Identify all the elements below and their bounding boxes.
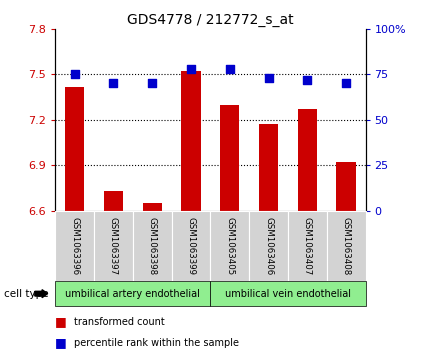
Bar (181, 72, 201, 211)
Text: GSM1063406: GSM1063406 (264, 217, 273, 275)
Text: percentile rank within the sample: percentile rank within the sample (74, 338, 239, 348)
Point (227, 66, 233, 72)
Text: ■: ■ (55, 337, 67, 350)
Text: cell type: cell type (4, 289, 49, 299)
Point (71, 72, 78, 77)
Text: GSM1063408: GSM1063408 (342, 217, 351, 275)
Bar (65, 86, 84, 211)
Bar (337, 162, 356, 211)
Text: ■: ■ (55, 315, 67, 329)
Text: umbilical artery endothelial: umbilical artery endothelial (65, 289, 200, 299)
Bar (259, 124, 278, 211)
Text: GSM1063396: GSM1063396 (70, 217, 79, 275)
Point (149, 81, 156, 86)
Point (304, 77, 311, 83)
Bar (142, 203, 162, 211)
Text: umbilical vein endothelial: umbilical vein endothelial (225, 289, 351, 299)
Text: GSM1063399: GSM1063399 (187, 217, 196, 275)
Point (343, 81, 349, 86)
Text: GSM1063397: GSM1063397 (109, 217, 118, 275)
Text: GSM1063398: GSM1063398 (148, 217, 157, 275)
Point (187, 66, 194, 72)
Point (110, 81, 117, 86)
Text: transformed count: transformed count (74, 317, 165, 327)
Bar (298, 109, 317, 211)
Text: GSM1063407: GSM1063407 (303, 217, 312, 275)
Bar (104, 191, 123, 211)
Bar (220, 105, 239, 211)
Title: GDS4778 / 212772_s_at: GDS4778 / 212772_s_at (127, 13, 294, 26)
Point (265, 75, 272, 81)
Text: GSM1063405: GSM1063405 (225, 217, 234, 275)
